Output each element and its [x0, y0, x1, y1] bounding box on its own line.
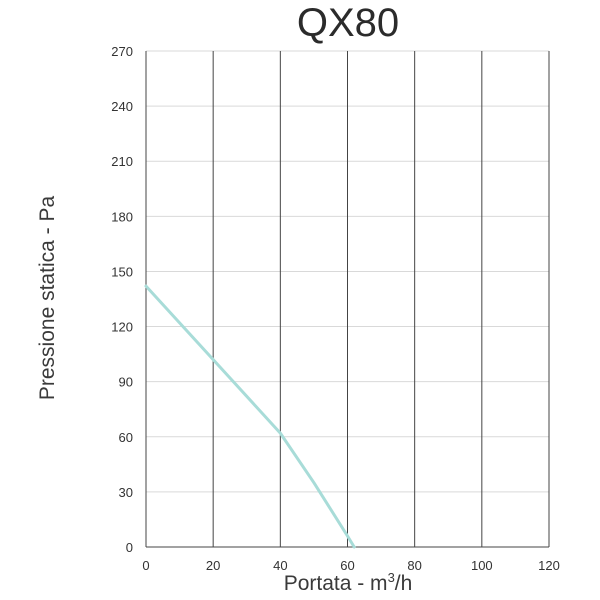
- y-tick-label-0: 0: [126, 540, 133, 555]
- x-tick-label-0: 0: [142, 558, 149, 573]
- y-tick-label-180: 180: [111, 209, 133, 224]
- x-tick-label-80: 80: [407, 558, 421, 573]
- series-group: [144, 284, 356, 549]
- x-axis-label-main: Portata - m: [284, 572, 388, 595]
- y-tick-label-150: 150: [111, 264, 133, 279]
- x-tick-label-100: 100: [471, 558, 493, 573]
- x-gridlines: [145, 51, 550, 548]
- x-axis-label-tail: /h: [395, 572, 413, 595]
- x-tick-label-20: 20: [206, 558, 220, 573]
- y-tick-label-60: 60: [119, 430, 133, 445]
- y-axis-label: Pressione statica - Pa: [36, 196, 59, 401]
- y-tick-label-120: 120: [111, 320, 133, 335]
- x-axis-label: Portata - m3/h: [284, 570, 413, 595]
- x-tick-label-120: 120: [538, 558, 560, 573]
- y-tick-labels: 0 30 60 90 120 150 180 210 240 270: [111, 44, 133, 555]
- y-tick-label-270: 270: [111, 44, 133, 59]
- x-axis-label-superscript: 3: [388, 570, 395, 585]
- y-tick-label-30: 30: [119, 485, 133, 500]
- y-tick-label-90: 90: [119, 375, 133, 390]
- x-tick-labels: 0 20 40 60 80 100 120: [142, 558, 559, 573]
- y-tick-label-210: 210: [111, 154, 133, 169]
- x-tick-label-40: 40: [273, 558, 287, 573]
- x-tick-label-60: 60: [340, 558, 354, 573]
- series-line-0: [144, 284, 356, 549]
- y-tick-label-240: 240: [111, 99, 133, 114]
- chart-title: QX80: [297, 1, 399, 45]
